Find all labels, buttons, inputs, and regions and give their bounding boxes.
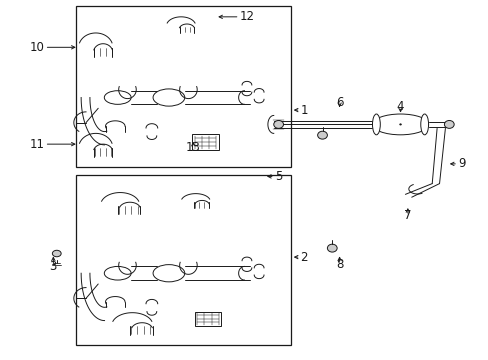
Text: 3: 3: [50, 260, 57, 273]
Text: 4: 4: [396, 100, 404, 113]
Ellipse shape: [153, 265, 184, 282]
Text: 8: 8: [335, 258, 343, 271]
Ellipse shape: [420, 114, 427, 135]
Bar: [194, 312, 221, 326]
Ellipse shape: [327, 244, 336, 252]
Ellipse shape: [372, 114, 427, 135]
Text: 12: 12: [239, 10, 254, 23]
Bar: [76, 6, 290, 167]
Ellipse shape: [273, 121, 283, 129]
Text: 5: 5: [274, 170, 282, 183]
Text: 9: 9: [457, 157, 465, 170]
Text: 13: 13: [185, 141, 201, 154]
Ellipse shape: [104, 91, 131, 104]
Text: 1: 1: [300, 104, 307, 117]
Text: 7: 7: [403, 210, 411, 222]
Bar: [76, 175, 290, 345]
Bar: [192, 134, 219, 150]
Ellipse shape: [52, 250, 61, 257]
Ellipse shape: [444, 121, 453, 129]
Text: 10: 10: [30, 41, 44, 54]
Text: 11: 11: [29, 138, 44, 150]
Ellipse shape: [399, 124, 401, 125]
Ellipse shape: [104, 266, 131, 280]
Text: 2: 2: [300, 251, 307, 264]
Text: 6: 6: [335, 96, 343, 109]
Ellipse shape: [153, 89, 184, 106]
Ellipse shape: [372, 114, 380, 135]
Ellipse shape: [317, 131, 327, 139]
